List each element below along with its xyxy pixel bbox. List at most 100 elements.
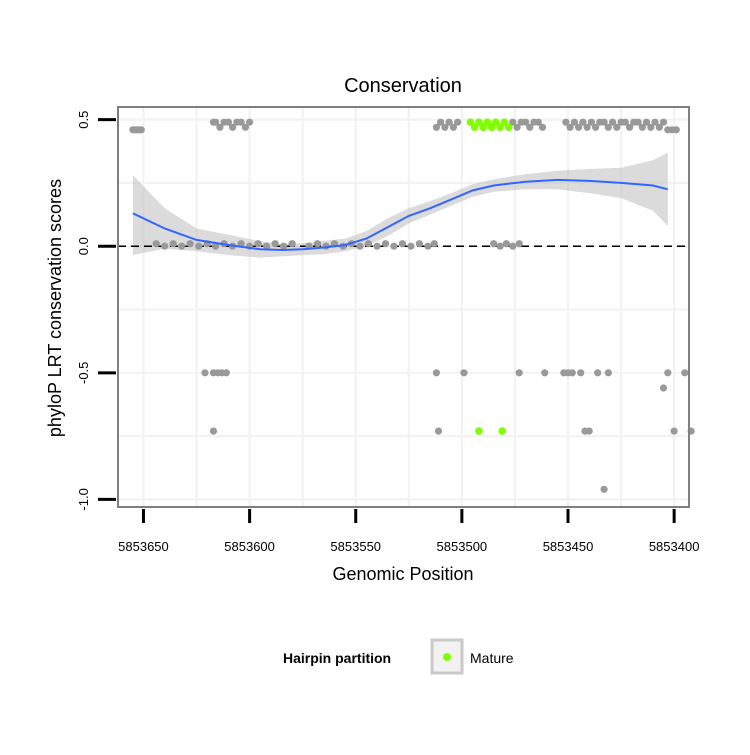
data-point [460,369,468,377]
data-point [280,242,288,250]
data-point [579,118,587,126]
y-tick-label: 0.0 [76,237,91,255]
data-point [513,123,521,131]
smooth-line [132,178,669,252]
data-point [254,240,262,248]
data-point-mature [475,118,483,126]
data-point [534,118,542,126]
data-point [681,369,689,377]
data-point-mature [498,427,507,435]
data-point [496,242,504,250]
data-point [390,242,398,250]
data-point [600,118,608,126]
data-point [562,118,570,126]
data-point [313,240,322,248]
data-point [445,118,453,126]
data-point [634,118,642,126]
data-point [454,118,462,126]
data-point [575,123,583,131]
x-tick-label: 5853550 [330,539,381,554]
data-point-mature [483,118,492,126]
y-tick-label: -0.5 [76,362,91,384]
data-point [152,240,160,248]
data-point [246,118,254,126]
panel-border [117,106,690,508]
data-point [626,123,634,131]
data-point [271,240,279,248]
data-point [604,123,612,131]
x-tick-label: 5853400 [649,539,700,554]
data-point [169,240,177,248]
x-tick-label: 5853500 [437,539,488,554]
data-point [664,369,672,377]
data-point [490,240,498,248]
data-point [585,427,593,435]
data-point [263,242,271,250]
data-point [509,242,517,250]
data-point [570,118,579,126]
data-point [407,242,415,250]
data-point [604,369,612,377]
data-point [212,242,220,250]
data-point [522,118,530,126]
data-point [432,369,440,377]
data-point [424,242,432,250]
confidence-ribbon [132,152,668,258]
axes-layer: 5853650 5853600 5853550 5853500 5853450 58534… [76,111,699,554]
data-point [373,242,381,250]
data-point [398,240,406,248]
data-point [209,427,218,435]
data-point [621,118,629,126]
data-point [212,118,220,126]
data-point [647,123,655,131]
data-point [381,240,390,248]
data-point [137,126,145,134]
data-point [600,485,608,493]
x-tick-label: 5853600 [224,539,275,554]
data-point-mature [479,123,487,132]
data-point [430,240,438,248]
data-point [670,427,678,435]
legend-label-mature: Mature [470,650,514,666]
y-tick-label: 0.5 [76,111,91,129]
chart-title: Conservation [344,75,462,97]
data-point [609,118,617,126]
data-point [642,118,651,126]
y-axis-title: phyloP LRT conservation scores [45,179,65,437]
data-point [515,369,523,377]
data-point [201,369,209,377]
data-point [161,242,169,250]
ribbon-layer [132,152,668,258]
data-point [526,123,534,131]
data-point-mature [466,118,475,126]
data-point [502,240,510,248]
data-point [538,123,547,131]
data-point [566,123,574,131]
data-point-mature [475,427,483,435]
data-point [186,240,194,248]
data-point [241,123,249,131]
data-point [441,123,449,131]
data-point [288,240,296,248]
data-point [178,242,186,250]
data-point [195,242,203,250]
data-point [577,369,585,377]
data-point [592,123,600,131]
data-point [594,369,602,377]
data-point [515,240,523,248]
data-point [613,123,621,131]
data-point [415,240,423,248]
data-point [222,369,230,377]
data-point [449,123,457,131]
data-point [434,427,443,435]
legend-key-mature-dot [443,653,451,661]
data-point-mature [487,123,496,132]
data-point-mature [470,123,479,132]
data-point [237,118,245,126]
legend-title: Hairpin partition [283,650,391,666]
data-point [216,123,224,131]
data-point-mature [500,118,509,126]
smooth-layer [132,178,669,252]
